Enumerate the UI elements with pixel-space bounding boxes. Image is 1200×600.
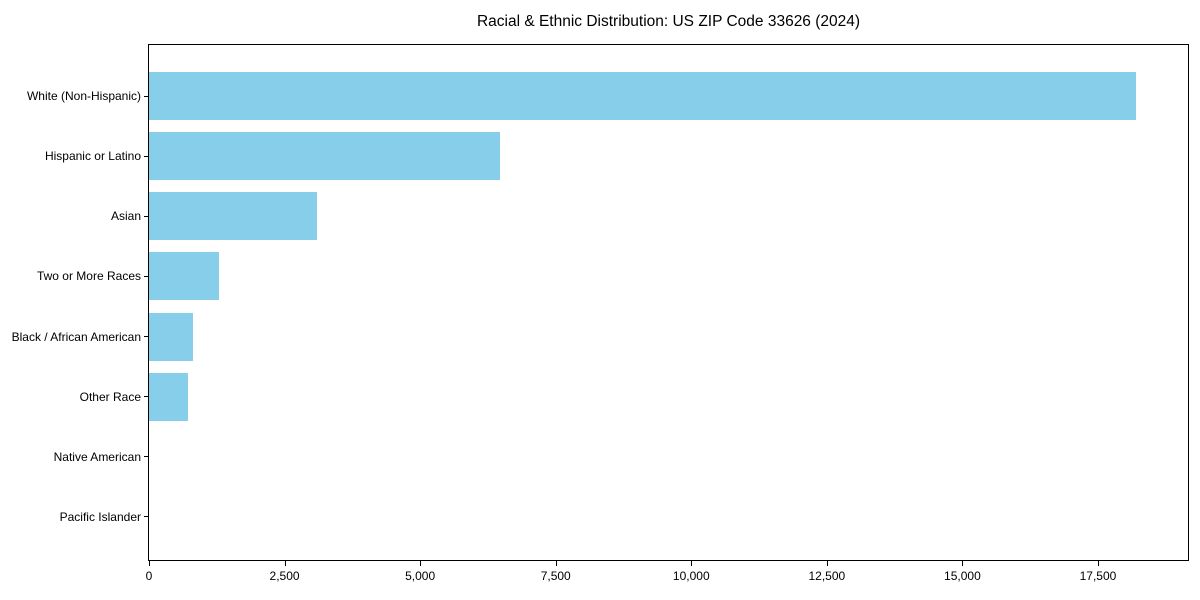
y-tick-mark [144, 155, 149, 157]
x-tick-label: 17,500 [1079, 569, 1117, 583]
x-tick-mark [149, 561, 150, 566]
y-tick-mark [144, 336, 149, 338]
chart-title: Racial & Ethnic Distribution: US ZIP Cod… [476, 13, 861, 30]
y-tick-mark [144, 456, 149, 458]
x-tick-mark [555, 561, 557, 566]
y-axis-row: Two or More Races [0, 246, 149, 306]
y-tick-mark [144, 275, 149, 277]
y-axis-row: Native American [0, 427, 149, 487]
bar [149, 72, 1136, 121]
bar [149, 132, 500, 181]
y-tick-label: Two or More Races [36, 269, 141, 284]
x-tick-mark [1097, 561, 1099, 566]
x-tick-label: 7,500 [540, 569, 571, 583]
bar-row [149, 487, 1188, 547]
bar-row [149, 427, 1188, 487]
y-tick-label: Other Race [79, 389, 141, 404]
bar [149, 372, 189, 421]
bar-row [149, 126, 1188, 186]
bar-row [149, 246, 1188, 306]
y-axis-row: Black / African American [0, 307, 149, 367]
x-tick-mark [826, 561, 828, 566]
bar [149, 312, 194, 361]
bar-rows [149, 45, 1188, 560]
x-tick-mark [284, 561, 286, 566]
y-axis-row: Pacific Islander [0, 487, 149, 547]
bar-row [149, 367, 1188, 427]
y-axis-row: Hispanic or Latino [0, 126, 149, 186]
y-axis-row: Other Race [0, 367, 149, 427]
x-tick-label: 0 [145, 569, 153, 583]
y-tick-label: Hispanic or Latino [44, 149, 141, 164]
bar-row [149, 186, 1188, 246]
plot-area [148, 44, 1189, 561]
x-tick-label: 10,000 [672, 569, 710, 583]
y-tick-mark [144, 396, 149, 398]
bar [149, 192, 317, 241]
x-axis: 0 2,500 5,000 7,500 10,000 12,500 15,000 17,500 [145, 561, 1189, 591]
y-tick-label: Pacific Islander [59, 509, 141, 524]
x-tick-label: 15,000 [944, 569, 981, 583]
bar [149, 252, 219, 301]
y-tick-mark [144, 215, 149, 217]
x-tick-label: 5,000 [405, 569, 436, 583]
x-tick-mark [962, 561, 964, 566]
y-tick-mark [144, 95, 149, 97]
bar-row [149, 66, 1188, 126]
y-axis: White (Non-Hispanic) Hispanic or Latino As… [0, 44, 149, 561]
x-tick-mark [691, 561, 693, 566]
x-tick-label: 12,500 [808, 569, 846, 583]
y-tick-label: Native American [53, 449, 141, 464]
y-axis-row: White (Non-Hispanic) [0, 66, 149, 126]
y-tick-label: Black / African American [11, 329, 141, 344]
bar-row [149, 307, 1188, 367]
y-axis-row: Asian [0, 186, 149, 246]
x-tick-mark [420, 561, 422, 566]
y-tick-mark [144, 516, 149, 518]
y-tick-label: Asian [110, 209, 141, 224]
y-tick-label: White (Non-Hispanic) [26, 89, 141, 104]
x-tick-label: 2,500 [269, 569, 300, 583]
